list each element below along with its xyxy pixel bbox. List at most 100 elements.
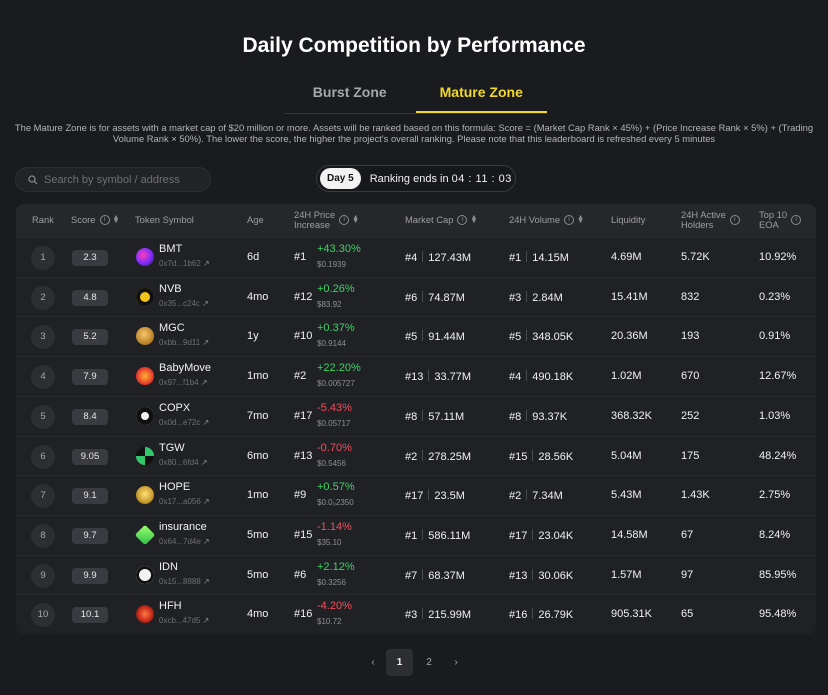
table-row[interactable]: 1 2.3 BMT 0x7d...1b62 ↗ 6d #1 +43.30% $0.1939 #4… [16,237,816,277]
external-link-icon[interactable]: ↗ [202,616,210,626]
active-holders: 175 [681,449,700,462]
token-symbol[interactable]: insurance [159,520,207,533]
mcap-rank: #3 [405,609,418,622]
table-row[interactable]: 6 9.05 TGW 0x80...6fd4 ↗ 6mo #13 -0.70% $0.5456… [16,435,816,476]
price-rank: #12 [294,290,313,303]
ranking-ends-time: 04 : 11 : 03 [451,172,512,185]
token-address-text: 0x64...7d4e [159,536,201,546]
token-address[interactable]: 0x0d...e72c ↗ [159,418,209,427]
token-symbol[interactable]: COPX [159,401,191,414]
table-row[interactable]: 7 9.1 HOPE 0x17...a056 ↗ 1mo #9 +0.57% $0.0₀235… [16,475,816,515]
token-address[interactable]: 0x35...c24c ↗ [159,299,209,308]
token-logo-icon [136,287,154,306]
header-holders-label: 24H Active Holders [681,210,726,230]
token-symbol[interactable]: IDN [159,560,178,573]
rank-badge: 9 [31,563,55,588]
table-row[interactable]: 9 9.9 IDN 0x15...8888 ↗ 5mo #6 +2.12% $0.3256 #7… [16,554,816,595]
external-link-icon[interactable]: ↗ [203,576,210,586]
header-price-line1: 24H Price [294,209,336,220]
sort-icon[interactable]: ▲ ▼ [112,214,120,225]
table-row[interactable]: 5 8.4 COPX 0x0d...e72c ↗ 7mo #17 -5.43% $0.0571… [16,395,816,436]
header-volume[interactable]: 24H Volume i ▲ ▼ [509,214,585,225]
info-icon[interactable]: i [729,215,740,225]
token-symbol[interactable]: BabyMove [159,362,211,375]
token-address-text: 0x97...f1b4 [159,378,199,388]
liquidity: 5.43M [611,489,642,502]
rank-badge: 4 [31,365,55,390]
score-pill: 4.8 [72,289,108,306]
table-row[interactable]: 2 4.8 NVB 0x35...c24c ↗ 4mo #12 +0.26% $83.92 #6… [16,276,816,317]
table-row[interactable]: 10 10.1 HFH 0xcb...47d5 ↗ 4mo #16 -4.20% $10.72… [16,594,816,634]
sort-icon[interactable]: ▲ ▼ [352,214,360,225]
active-holders: 832 [681,290,700,303]
token-address[interactable]: 0x80...6fd4 ↗ [159,458,208,467]
liquidity: 15.41M [611,290,648,303]
info-icon[interactable]: i [339,215,350,225]
token-symbol[interactable]: TGW [159,441,185,454]
divider [526,370,528,382]
token-address[interactable]: 0x97...f1b4 ↗ [159,378,208,387]
header-market-cap[interactable]: Market Cap i ▲ ▼ [405,214,478,225]
header-eoa-line1: Top 10 [759,209,788,220]
info-icon[interactable]: i [791,215,802,225]
token-age: 4mo [247,608,269,621]
token-address[interactable]: 0x64...7d4e ↗ [159,537,210,546]
token-address[interactable]: 0xcb...47d5 ↗ [159,616,209,625]
page-button-2[interactable]: 2 [426,657,432,668]
market-cap: #4 127.43M [405,251,471,264]
external-link-icon[interactable]: ↗ [202,417,210,427]
divider [532,608,534,620]
token-address[interactable]: 0xbb...9d11 ↗ [159,338,209,347]
volume-rank: #3 [509,291,522,304]
token-address[interactable]: 0x17...a056 ↗ [159,497,210,506]
mcap-value: 57.11M [428,410,465,423]
score-pill: 10.1 [72,607,108,624]
token-price: $0.0₀2350 [317,498,354,508]
info-icon[interactable]: i [564,215,575,225]
external-link-icon[interactable]: ↗ [203,497,210,507]
token-age: 5mo [247,568,269,581]
token-symbol[interactable]: HOPE [159,481,191,494]
external-link-icon[interactable]: ↗ [203,259,210,268]
liquidity: 20.36M [611,330,648,343]
external-link-icon[interactable]: ↗ [200,457,208,467]
page-button-1[interactable]: 1 [386,649,413,676]
price-change: +22.20% [317,362,361,375]
chevron-left-icon[interactable]: ‹ [371,657,375,668]
price-change: -1.14% [317,520,352,533]
token-address[interactable]: 0x15...8888 ↗ [159,577,210,586]
token-symbol[interactable]: NVB [159,282,182,295]
external-link-icon[interactable]: ↗ [203,536,210,546]
table-row[interactable]: 3 5.2 MGC 0xbb...9d11 ↗ 1y #10 +0.37% $0.9144 #5… [16,316,816,356]
token-symbol[interactable]: HFH [159,600,182,613]
info-icon[interactable]: i [457,215,468,225]
sort-icon[interactable]: ▲ ▼ [470,214,478,225]
header-liquidity: Liquidity [611,215,645,225]
token-address[interactable]: 0x7d...1b62 ↗ [159,259,210,268]
search-input[interactable] [44,173,204,186]
volume: #4 490.18K [509,370,573,383]
external-link-icon[interactable]: ↗ [200,378,208,388]
table-row[interactable]: 4 7.9 BabyMove 0x97...f1b4 ↗ 1mo #2 +22.20% $0.… [16,356,816,396]
header-price-increase[interactable]: 24H Price Increase i ▲ ▼ [294,210,359,230]
table-row[interactable]: 8 9.7 insurance 0x64...7d4e ↗ 5mo #15 -1.14% $3… [16,514,816,555]
liquidity: 14.58M [611,528,648,541]
info-icon[interactable]: i [99,215,110,225]
pagination: ‹ 1 2 › [360,649,470,676]
token-symbol[interactable]: MGC [159,322,185,335]
token-symbol[interactable]: BMT [159,243,183,255]
top10-eoa: 0.91% [759,330,791,343]
volume-rank: #15 [509,450,528,463]
token-age: 6mo [247,449,269,462]
token-address-text: 0x15...8888 [159,576,201,586]
top10-eoa: 48.24% [759,449,797,462]
tab-burst-zone[interactable]: Burst Zone [312,84,387,100]
header-score[interactable]: Score i ▲ ▼ [71,214,120,225]
chevron-right-icon[interactable]: › [454,657,458,668]
divider [422,251,424,262]
tab-mature-zone[interactable]: Mature Zone [415,76,547,113]
external-link-icon[interactable]: ↗ [202,298,209,308]
sort-icon[interactable]: ▲ ▼ [577,214,585,225]
external-link-icon[interactable]: ↗ [202,338,210,348]
divider [422,290,424,302]
